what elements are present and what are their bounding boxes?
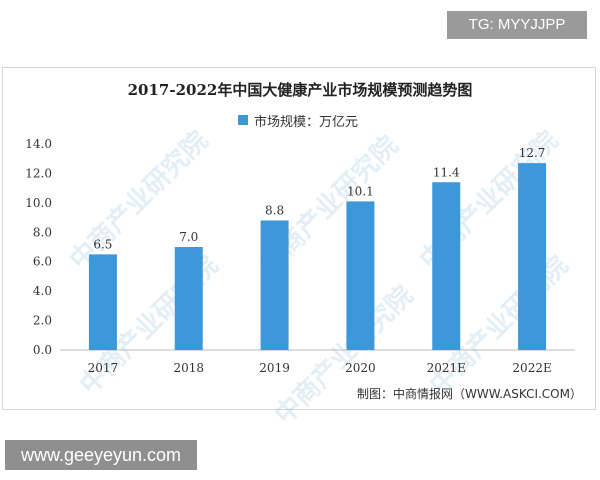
bar [346,201,375,350]
data-labels: 6.5 7.0 8.8 10.1 11.4 12.7 [93,146,545,251]
bar [174,247,203,350]
y-axis: 0.0 2.0 4.0 6.0 8.0 10.0 12.0 14.0 [25,137,575,357]
y-tick-label: 0.0 [33,343,52,357]
source-note: 制图：中商情报网（WWW.ASKCI.COM） [357,387,582,401]
y-tick-label: 10.0 [25,196,52,210]
data-label: 11.4 [433,165,460,179]
tag-label: TG: MYYJJPP [447,11,587,39]
chart-title: 2017-2022年中国大健康产业市场规模预测趋势图 [127,81,473,99]
x-tick-label: 2020 [345,361,376,375]
bar [260,220,289,350]
legend: 市场规模：万亿元 [238,110,358,130]
x-tick-label: 2021E [427,361,466,375]
y-tick-label: 12.0 [25,166,52,180]
bar [88,254,117,350]
x-tick-label: 2018 [173,361,204,375]
bar [432,182,461,350]
bars [88,163,547,350]
data-label: 8.8 [265,204,284,218]
x-tick-label: 2019 [259,361,290,375]
bar [518,163,547,350]
legend-label: 市场规模：万亿元 [254,114,359,130]
data-label: 6.5 [93,237,112,251]
data-label: 10.1 [347,184,374,198]
x-tick-label: 2022E [512,361,551,375]
data-label: 7.0 [179,230,198,244]
y-tick-label: 4.0 [33,284,52,298]
chart-frame [2,67,596,410]
url-label: www.geeyeyun.com [5,440,197,470]
y-tick-label: 8.0 [33,225,52,239]
data-label: 12.7 [519,146,546,160]
legend-swatch [238,115,248,125]
y-tick-label: 14.0 [25,137,52,151]
x-tick-label: 2017 [88,361,119,375]
y-tick-label: 6.0 [33,255,52,269]
x-axis: 2017 2018 2019 2020 2021E 2022E [88,361,552,375]
y-tick-label: 2.0 [33,314,52,328]
